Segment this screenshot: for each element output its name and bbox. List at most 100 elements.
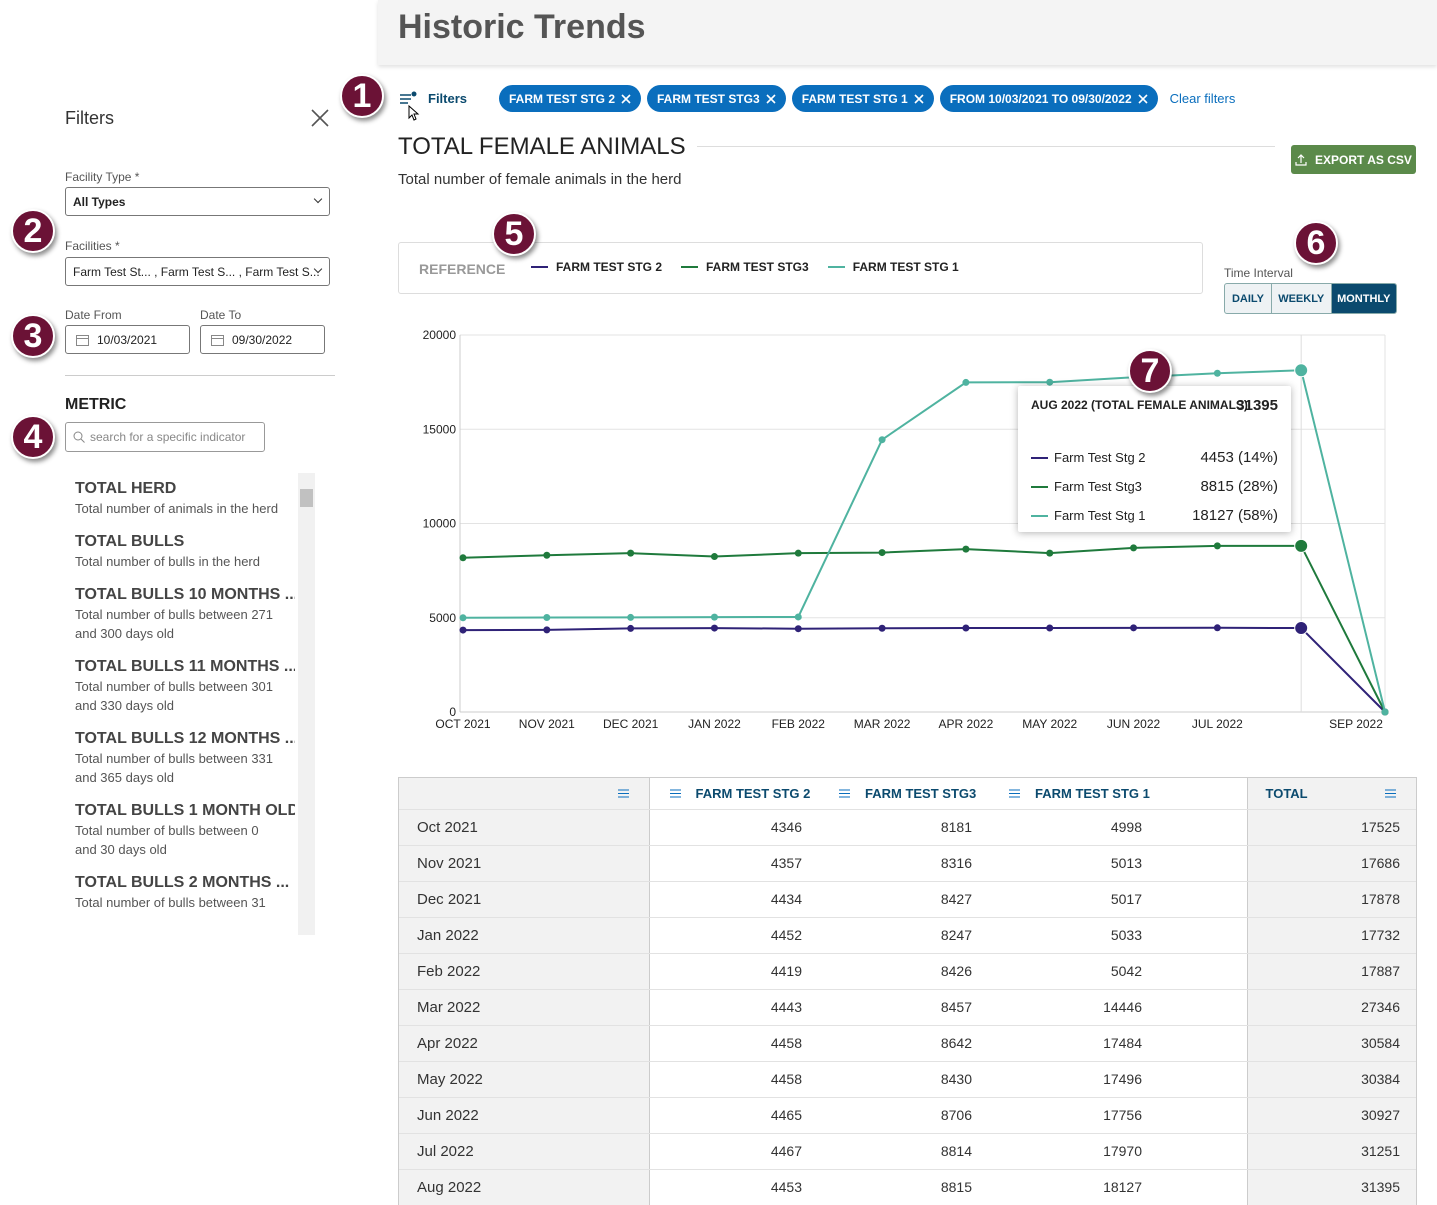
facility-type-value: All Types (73, 194, 126, 209)
filter-chip[interactable]: FARM TEST STG 1 (791, 85, 934, 112)
table-cell: 8642 (819, 1025, 989, 1062)
scroll-thumb[interactable] (300, 489, 313, 507)
export-button[interactable]: EXPORT AS CSV (1291, 145, 1416, 174)
section-subtitle: Total number of female animals in the he… (398, 171, 682, 188)
interval-button[interactable]: WEEKLY (1272, 284, 1332, 313)
data-table: FARM TEST STG 2 FARM TEST STG3 FARM TEST S… (399, 778, 1416, 1205)
table-cell: 5017 (989, 881, 1159, 918)
table-row: Jan 2022 4452 8247 5033 17732 (399, 917, 1416, 954)
table-cell: 30584 (1247, 1025, 1416, 1062)
chip-remove[interactable] (914, 93, 924, 104)
metric-name: TOTAL BULLS 1 MONTH OLD (75, 802, 295, 819)
table-header-cell (399, 778, 650, 810)
clear-filters[interactable]: Clear filters (1169, 91, 1236, 106)
table-spacer (1159, 881, 1248, 918)
table-spacer (1159, 989, 1248, 1026)
metric-item[interactable]: TOTAL BULLS Total number of bulls in the … (75, 531, 295, 571)
date-from-label: Date From (65, 308, 122, 322)
data-point (1130, 624, 1138, 632)
data-point (543, 551, 551, 559)
data-point (1046, 378, 1054, 386)
table-cell: 17732 (1247, 917, 1416, 954)
legend-item[interactable]: FARM TEST STG 2 (531, 260, 662, 274)
data-point (543, 614, 551, 622)
column-menu[interactable] (1385, 789, 1396, 798)
metric-search[interactable]: search for a specific indicator (65, 422, 265, 452)
chip-label: FARM TEST STG 1 (801, 91, 908, 106)
legend-swatch (827, 266, 845, 268)
metric-item[interactable]: TOTAL BULLS 2 MONTHS ... Total number of … (75, 872, 295, 912)
chip-remove-icon (766, 93, 776, 104)
table-cell: 8316 (819, 845, 989, 882)
chip-remove[interactable] (1138, 93, 1148, 104)
filter-chip[interactable]: FARM TEST STG 2 (499, 85, 642, 112)
interval-button[interactable]: MONTHLY (1331, 284, 1396, 313)
metric-item[interactable]: TOTAL BULLS 12 MONTHS ... Total number of… (75, 728, 295, 787)
data-point (1213, 542, 1221, 550)
column-menu[interactable] (839, 789, 850, 798)
table-spacer (1159, 809, 1248, 846)
chip-remove[interactable] (766, 93, 776, 104)
table-cell: 4419 (649, 953, 819, 990)
table-cell: 8430 (819, 1061, 989, 1098)
chip-remove[interactable] (621, 93, 631, 104)
metric-item[interactable]: TOTAL BULLS 1 MONTH OLD Total number of b… (75, 800, 295, 859)
y-tick-label: 15000 (423, 422, 457, 436)
filters-toggle[interactable]: Filters (428, 91, 468, 106)
tooltip-swatch (1031, 514, 1048, 517)
filter-icon[interactable] (399, 90, 423, 126)
table-spacer (1159, 917, 1248, 954)
metric-item[interactable]: TOTAL BULLS 10 MONTHS ... Total number of… (75, 584, 295, 643)
series-line (462, 369, 1386, 713)
table-row: May 2022 4458 8430 17496 30384 (399, 1061, 1416, 1098)
metric-item[interactable]: TOTAL BULLS 11 MONTHS ... Total number of… (75, 656, 295, 715)
row-label: Aug 2022 (399, 1169, 650, 1205)
data-point (627, 613, 635, 621)
column-header: FARM TEST STG 2 (695, 785, 811, 801)
x-tick-label: JAN 2022 (688, 717, 741, 731)
scrollbar[interactable] (298, 473, 315, 935)
column-menu[interactable] (617, 789, 629, 798)
table-header-row: FARM TEST STG 2 FARM TEST STG3 FARM TEST S… (399, 778, 1416, 810)
data-point (1046, 549, 1054, 557)
data-point (627, 549, 635, 557)
metric-item[interactable]: TOTAL HERD Total number of animals in the… (75, 478, 295, 518)
table-cell: 17887 (1247, 953, 1416, 990)
table-cell: 4434 (649, 881, 819, 918)
column-menu[interactable] (669, 789, 681, 798)
filter-chip[interactable]: FARM TEST STG3 (647, 85, 786, 112)
column-menu[interactable] (1009, 789, 1020, 798)
legend-item[interactable]: FARM TEST STG 1 (827, 260, 959, 274)
data-point (710, 624, 718, 632)
callout-badge: 1 (340, 74, 384, 118)
metric-description: Total number of bulls between 301 and 33… (75, 679, 274, 713)
facility-type-select[interactable]: All Types (65, 187, 330, 216)
facilities-value: Farm Test St... , Farm Test S... , Farm … (73, 264, 320, 279)
data-point (878, 549, 886, 557)
data-point (1294, 538, 1309, 553)
date-to-input[interactable]: 09/30/2022 (200, 325, 325, 354)
legend-label: FARM TEST STG3 (706, 260, 809, 274)
data-point (794, 625, 802, 633)
section-title: TOTAL FEMALE ANIMALS (398, 133, 686, 160)
close-button[interactable] (311, 109, 329, 127)
metric-list: TOTAL HERD Total number of animals in the… (75, 478, 295, 935)
callout-badge: 5 (492, 212, 536, 256)
tooltip-row: Farm Test Stg 1 18127 (58%) (1031, 501, 1278, 530)
tooltip-value: 4453 (14%) (1200, 449, 1278, 466)
table-cell: 4458 (649, 1061, 819, 1098)
legend-swatch (531, 266, 548, 268)
data-point (1213, 624, 1221, 632)
table-cell: 8814 (819, 1133, 989, 1170)
row-label: Jul 2022 (399, 1133, 650, 1170)
tooltip-swatch (1031, 456, 1048, 459)
legend-swatch (681, 266, 699, 268)
x-tick-label: FEB 2022 (772, 717, 826, 731)
facilities-select[interactable]: Farm Test St... , Farm Test S... , Farm … (65, 257, 330, 286)
row-label: Mar 2022 (399, 989, 650, 1026)
legend-item[interactable]: FARM TEST STG3 (681, 260, 809, 274)
x-tick-label: APR 2022 (939, 717, 994, 731)
filter-chip[interactable]: FROM 10/03/2021 TO 09/30/2022 (939, 85, 1158, 112)
date-from-input[interactable]: 10/03/2021 (65, 325, 190, 354)
interval-button[interactable]: DAILY (1225, 284, 1272, 313)
